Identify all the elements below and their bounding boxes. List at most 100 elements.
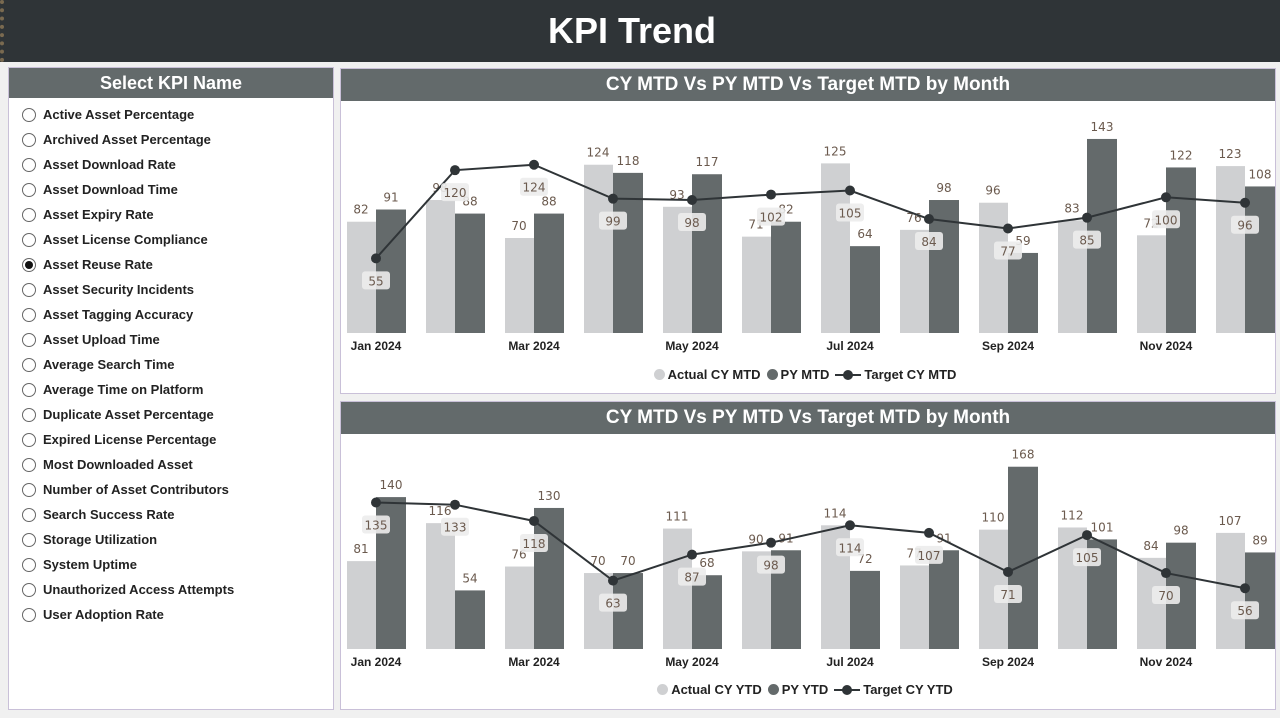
target-point[interactable]: [450, 165, 460, 176]
legend-py[interactable]: PY MTD: [766, 367, 829, 382]
target-point[interactable]: [1003, 223, 1013, 234]
kpi-option[interactable]: Asset Reuse Rate: [9, 252, 333, 277]
target-point[interactable]: [766, 189, 776, 200]
target-point[interactable]: [608, 193, 618, 204]
target-point[interactable]: [924, 214, 934, 225]
bar-actual[interactable]: [505, 566, 534, 649]
radio-button[interactable]: [22, 232, 36, 247]
legend-target[interactable]: Target CY YTD: [834, 682, 953, 697]
kpi-option[interactable]: Asset Upload Time: [9, 327, 333, 352]
bar-actual[interactable]: [505, 238, 534, 333]
bar-actual[interactable]: [426, 200, 455, 333]
bar-actual[interactable]: [584, 164, 613, 333]
radio-button[interactable]: [22, 132, 36, 147]
kpi-option[interactable]: Active Asset Percentage: [9, 102, 333, 127]
bar-py[interactable]: [1245, 552, 1275, 649]
radio-button[interactable]: [22, 582, 36, 597]
target-point[interactable]: [529, 515, 539, 526]
bar-actual[interactable]: [979, 202, 1008, 333]
bar-py[interactable]: [771, 221, 801, 333]
legend-py[interactable]: PY YTD: [767, 682, 828, 697]
legend-target[interactable]: Target CY MTD: [835, 367, 956, 382]
bar-py[interactable]: [850, 570, 880, 649]
radio-button[interactable]: [22, 282, 36, 297]
bar-py[interactable]: [455, 590, 485, 649]
kpi-option[interactable]: User Adoption Rate: [9, 602, 333, 627]
kpi-option[interactable]: Asset Tagging Accuracy: [9, 302, 333, 327]
bar-actual[interactable]: [900, 565, 929, 649]
radio-button[interactable]: [22, 307, 36, 322]
radio-button[interactable]: [22, 407, 36, 422]
target-point[interactable]: [1161, 192, 1171, 203]
bar-actual[interactable]: [1137, 235, 1166, 333]
bar-actual[interactable]: [426, 523, 455, 649]
kpi-option[interactable]: Average Search Time: [9, 352, 333, 377]
radio-button[interactable]: [22, 382, 36, 397]
target-point[interactable]: [766, 537, 776, 548]
kpi-option[interactable]: Average Time on Platform: [9, 377, 333, 402]
target-point[interactable]: [1161, 568, 1171, 579]
bar-actual[interactable]: [1058, 527, 1087, 649]
bar-py[interactable]: [692, 575, 722, 649]
target-point[interactable]: [1082, 530, 1092, 541]
radio-button[interactable]: [22, 482, 36, 497]
target-point[interactable]: [371, 253, 381, 264]
bar-py[interactable]: [1166, 167, 1196, 333]
bar-py[interactable]: [376, 209, 406, 333]
kpi-option[interactable]: Asset Security Incidents: [9, 277, 333, 302]
target-point[interactable]: [1082, 212, 1092, 223]
kpi-option[interactable]: System Uptime: [9, 552, 333, 577]
kpi-option[interactable]: Duplicate Asset Percentage: [9, 402, 333, 427]
target-point[interactable]: [1240, 197, 1250, 208]
radio-button[interactable]: [22, 207, 36, 222]
bar-py[interactable]: [929, 550, 959, 649]
radio-button[interactable]: [22, 157, 36, 172]
kpi-option[interactable]: Number of Asset Contributors: [9, 477, 333, 502]
kpi-option[interactable]: Search Success Rate: [9, 502, 333, 527]
bar-actual[interactable]: [347, 561, 376, 649]
kpi-option[interactable]: Unauthorized Access Attempts: [9, 577, 333, 602]
radio-button[interactable]: [22, 332, 36, 347]
bar-actual[interactable]: [742, 236, 771, 333]
bar-py[interactable]: [1245, 186, 1275, 333]
bar-actual[interactable]: [1216, 532, 1245, 649]
radio-button[interactable]: [22, 457, 36, 472]
kpi-option[interactable]: Asset Download Time: [9, 177, 333, 202]
target-point[interactable]: [845, 185, 855, 196]
target-point[interactable]: [924, 527, 934, 538]
bar-actual[interactable]: [663, 528, 692, 649]
target-point[interactable]: [1240, 583, 1250, 594]
radio-button[interactable]: [22, 557, 36, 572]
bar-py[interactable]: [534, 507, 564, 649]
radio-button[interactable]: [22, 607, 36, 622]
legend-actual[interactable]: Actual CY YTD: [657, 682, 762, 697]
bar-py[interactable]: [1008, 466, 1038, 649]
target-point[interactable]: [529, 159, 539, 170]
target-point[interactable]: [687, 549, 697, 560]
bar-py[interactable]: [455, 213, 485, 333]
legend-actual[interactable]: Actual CY MTD: [653, 367, 761, 382]
radio-button[interactable]: [22, 257, 36, 272]
bar-py[interactable]: [534, 213, 564, 333]
bar-py[interactable]: [692, 174, 722, 333]
target-point[interactable]: [608, 575, 618, 586]
target-point[interactable]: [687, 195, 697, 206]
bar-actual[interactable]: [1216, 166, 1245, 333]
kpi-option[interactable]: Archived Asset Percentage: [9, 127, 333, 152]
kpi-option[interactable]: Most Downloaded Asset: [9, 452, 333, 477]
target-point[interactable]: [371, 497, 381, 508]
bar-py[interactable]: [850, 246, 880, 333]
radio-button[interactable]: [22, 432, 36, 447]
kpi-option[interactable]: Asset License Compliance: [9, 227, 333, 252]
target-point[interactable]: [450, 499, 460, 510]
kpi-option[interactable]: Asset Download Rate: [9, 152, 333, 177]
radio-button[interactable]: [22, 357, 36, 372]
radio-button[interactable]: [22, 107, 36, 122]
kpi-option[interactable]: Storage Utilization: [9, 527, 333, 552]
target-point[interactable]: [845, 520, 855, 531]
bar-py[interactable]: [1008, 252, 1038, 333]
radio-button[interactable]: [22, 182, 36, 197]
kpi-option[interactable]: Expired License Percentage: [9, 427, 333, 452]
target-point[interactable]: [1003, 566, 1013, 577]
radio-button[interactable]: [22, 532, 36, 547]
